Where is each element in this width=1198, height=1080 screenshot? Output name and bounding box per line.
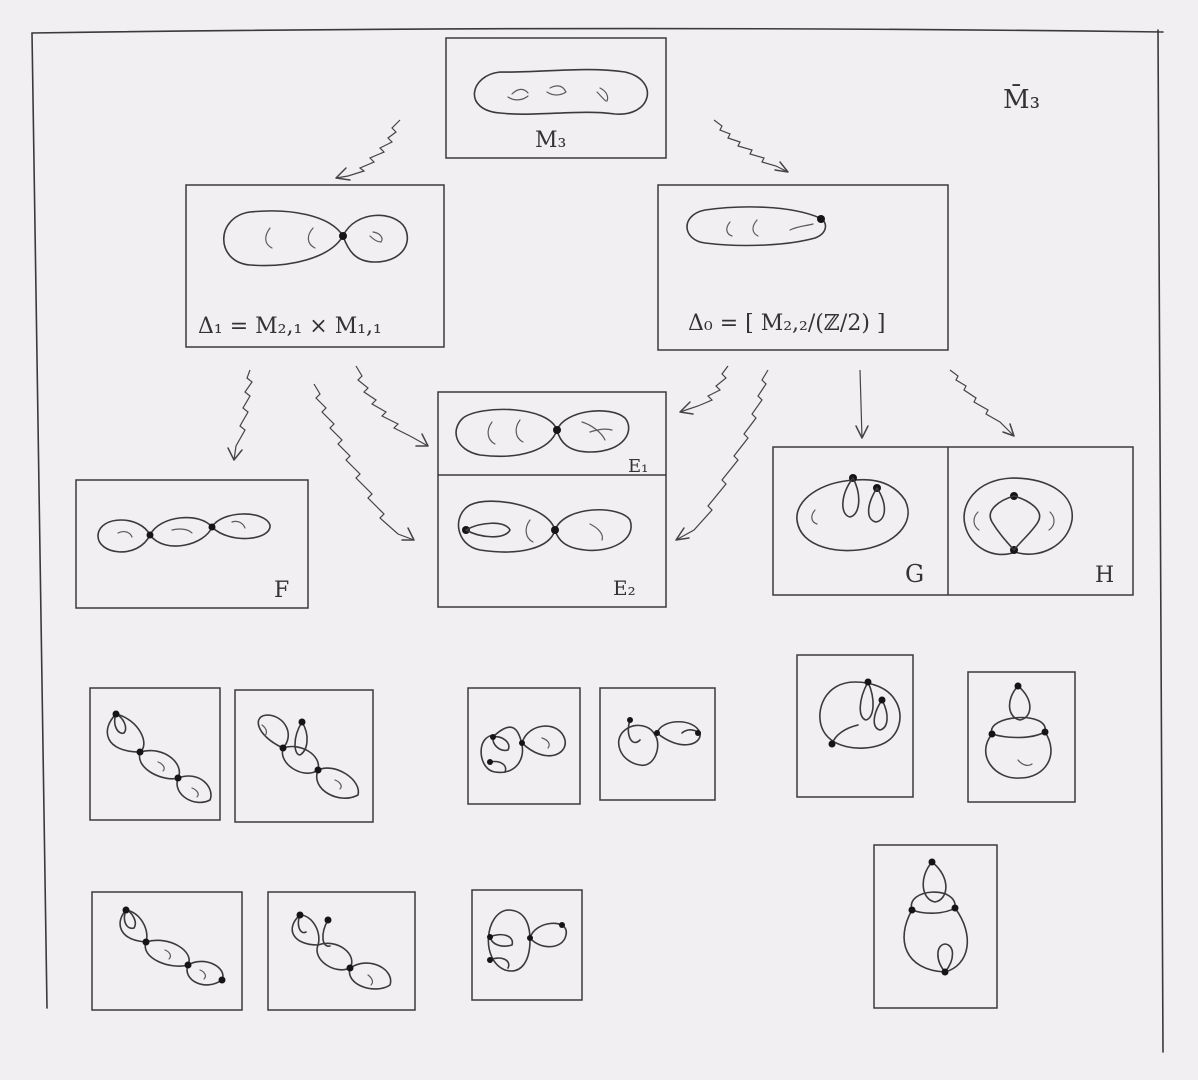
lower-stratum-1 <box>89 687 221 821</box>
stratum-E-box: E₁ E₂ <box>437 391 667 608</box>
lower-stratum-10 <box>873 844 998 1009</box>
arrows-middle <box>227 365 1015 541</box>
outer-frame <box>31 27 1164 1053</box>
stratum-E1-label: E₁ <box>628 456 648 477</box>
delta0-label: Δ₀ = [ M₂,₂/(ℤ/2) ] <box>688 311 885 336</box>
stratum-G-label: G <box>905 560 924 588</box>
delta1-label: Δ₁ = M₂,₁ × M₁,₁ <box>198 314 382 339</box>
lower-stratum-5 <box>796 654 914 798</box>
arrows-top <box>335 119 789 181</box>
delta1-box: Δ₁ = M₂,₁ × M₁,₁ <box>185 184 445 348</box>
lower-stratum-8 <box>267 891 416 1011</box>
lower-stratum-3 <box>467 687 581 805</box>
top-stratum-box: M₃ <box>445 37 667 159</box>
lower-stratum-2 <box>234 689 374 823</box>
space-label: M̄₃ <box>1003 83 1040 115</box>
stratum-F-box: F <box>75 479 309 609</box>
top-stratum-label: M₃ <box>535 128 566 153</box>
stratum-H-label: H <box>1095 563 1114 588</box>
delta0-box: Δ₀ = [ M₂,₂/(ℤ/2) ] <box>657 184 949 351</box>
lower-stratum-4 <box>599 687 716 801</box>
stratum-E2-label: E₂ <box>613 576 636 600</box>
lower-stratum-7 <box>91 891 243 1011</box>
stratum-F-label: F <box>274 578 289 603</box>
lower-stratum-9 <box>471 889 583 1001</box>
stratum-GH-box: G H <box>772 446 1134 596</box>
lower-stratum-6 <box>967 671 1076 803</box>
